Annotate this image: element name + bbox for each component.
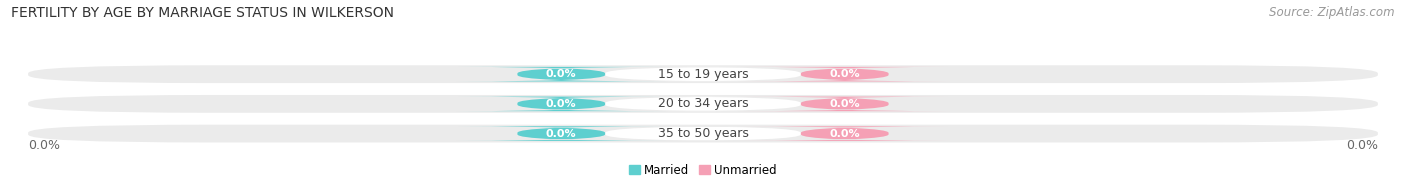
Text: 20 to 34 years: 20 to 34 years bbox=[658, 97, 748, 110]
FancyBboxPatch shape bbox=[457, 67, 666, 82]
FancyBboxPatch shape bbox=[28, 65, 1378, 83]
Text: 0.0%: 0.0% bbox=[28, 139, 60, 152]
FancyBboxPatch shape bbox=[740, 67, 949, 82]
FancyBboxPatch shape bbox=[740, 126, 949, 141]
Text: 0.0%: 0.0% bbox=[546, 69, 576, 79]
Text: Source: ZipAtlas.com: Source: ZipAtlas.com bbox=[1270, 6, 1395, 19]
Text: 0.0%: 0.0% bbox=[830, 69, 860, 79]
Text: 0.0%: 0.0% bbox=[1346, 139, 1378, 152]
Text: 0.0%: 0.0% bbox=[830, 129, 860, 139]
FancyBboxPatch shape bbox=[740, 97, 949, 111]
FancyBboxPatch shape bbox=[605, 97, 801, 111]
Legend: Married, Unmarried: Married, Unmarried bbox=[624, 159, 782, 181]
Text: 35 to 50 years: 35 to 50 years bbox=[658, 127, 748, 140]
FancyBboxPatch shape bbox=[457, 126, 666, 141]
FancyBboxPatch shape bbox=[28, 95, 1378, 113]
Text: FERTILITY BY AGE BY MARRIAGE STATUS IN WILKERSON: FERTILITY BY AGE BY MARRIAGE STATUS IN W… bbox=[11, 6, 394, 20]
Text: 0.0%: 0.0% bbox=[830, 99, 860, 109]
Text: 0.0%: 0.0% bbox=[546, 129, 576, 139]
FancyBboxPatch shape bbox=[28, 125, 1378, 142]
Text: 0.0%: 0.0% bbox=[546, 99, 576, 109]
Text: 15 to 19 years: 15 to 19 years bbox=[658, 68, 748, 81]
FancyBboxPatch shape bbox=[605, 126, 801, 141]
FancyBboxPatch shape bbox=[457, 97, 666, 111]
FancyBboxPatch shape bbox=[605, 67, 801, 82]
